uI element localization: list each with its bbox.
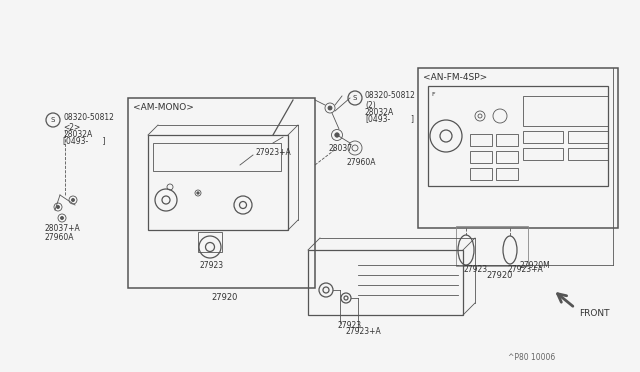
Text: ]: ] [410, 115, 413, 124]
Text: [0493-: [0493- [365, 115, 390, 124]
Bar [470, 151, 492, 163]
Text: 27923+A: 27923+A [255, 148, 291, 157]
Text: 08320-50812: 08320-50812 [365, 90, 416, 99]
Text: 27923: 27923 [464, 266, 488, 275]
Circle shape [61, 217, 63, 219]
Bar [496, 134, 518, 146]
Bar [470, 168, 492, 180]
Bar [496, 151, 518, 163]
Text: 27923: 27923 [200, 262, 224, 270]
Text: S: S [51, 117, 55, 123]
Text: <AM-MONO>: <AM-MONO> [133, 103, 194, 112]
Bar [428, 86, 608, 186]
Text: 27923: 27923 [338, 321, 362, 330]
Text: 08320-50812: 08320-50812 [63, 112, 114, 122]
Bar [148, 135, 288, 230]
Ellipse shape [458, 235, 474, 265]
Text: 28037: 28037 [329, 144, 353, 153]
Text: 27920: 27920 [486, 272, 513, 280]
Bar [470, 134, 492, 146]
Text: 27923+A: 27923+A [346, 327, 381, 337]
Text: S: S [353, 95, 357, 101]
Text: ^P80 10006: ^P80 10006 [508, 353, 556, 362]
Circle shape [328, 106, 332, 110]
Bar [523, 148, 563, 160]
Text: 28032A: 28032A [63, 129, 92, 138]
Text: F: F [431, 92, 435, 96]
Circle shape [72, 199, 74, 202]
Text: 27920M: 27920M [520, 260, 551, 269]
Bar [568, 148, 608, 160]
Bar [456, 226, 528, 266]
Ellipse shape [503, 236, 517, 264]
Bar [496, 168, 518, 180]
Circle shape [197, 192, 199, 194]
Bar [198, 232, 222, 252]
Circle shape [56, 205, 60, 208]
Text: 28032A: 28032A [365, 108, 394, 116]
Text: [0493-      ]: [0493- ] [63, 137, 106, 145]
Text: (2): (2) [365, 100, 376, 109]
Bar [418, 68, 618, 228]
Bar [523, 131, 563, 143]
Circle shape [335, 133, 339, 137]
Bar [153, 143, 281, 171]
Bar [128, 98, 315, 288]
Bar [568, 131, 608, 143]
Text: 27960A: 27960A [44, 232, 74, 241]
Text: 28037+A: 28037+A [44, 224, 80, 232]
Text: 27923+A: 27923+A [508, 266, 544, 275]
Text: <AN-FM-4SP>: <AN-FM-4SP> [423, 73, 487, 81]
Bar [523, 96, 608, 126]
Text: FRONT: FRONT [579, 310, 609, 318]
Text: <2>: <2> [63, 122, 80, 131]
Text: 27960A: 27960A [347, 157, 376, 167]
Bar [308, 250, 463, 315]
Text: 27920: 27920 [211, 294, 237, 302]
